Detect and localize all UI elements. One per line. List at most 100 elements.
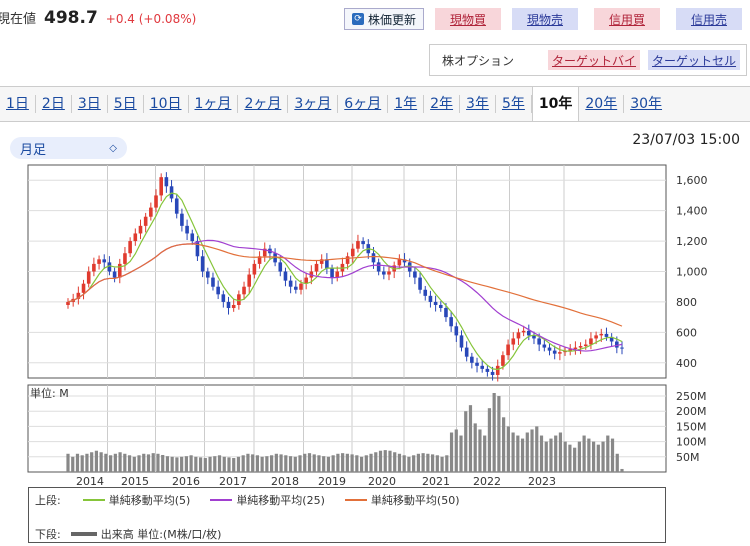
period-tab[interactable]: 5年 [496, 95, 532, 113]
volume-bar [402, 455, 406, 472]
interval-select[interactable]: 月足 ◇ [10, 137, 127, 159]
volume-bar [440, 456, 444, 472]
candle-body [356, 241, 360, 249]
candle-body [433, 301, 438, 305]
period-tab[interactable]: 2ヶ月 [238, 95, 289, 113]
candle-body [371, 253, 376, 263]
volume-bar [123, 453, 127, 472]
candle-body [423, 289, 428, 296]
candle-body [133, 233, 138, 242]
period-tab[interactable]: 1ヶ月 [189, 95, 239, 113]
candle-body [294, 286, 298, 290]
volume-bar [203, 458, 207, 472]
candle-body [97, 259, 101, 264]
candle-body [537, 338, 541, 345]
candle-body [402, 259, 407, 263]
candle-body [583, 344, 588, 347]
x-tick-label: 2020 [368, 475, 396, 486]
target-sell-button[interactable]: ターゲットセル [648, 50, 741, 70]
period-tab[interactable]: 3年 [460, 95, 496, 113]
volume-bar [255, 455, 260, 472]
period-tab[interactable]: 2年 [424, 95, 461, 113]
legend-ma25-label: 単純移動平均(25) [236, 494, 325, 507]
y-tick-label: 400 [676, 357, 697, 370]
volume-bar [170, 456, 174, 472]
volume-bar [71, 456, 75, 472]
volume-bar [606, 435, 610, 472]
volume-bar [549, 438, 553, 472]
margin-sell-button[interactable]: 信用売 [676, 8, 742, 30]
candle-body [200, 256, 205, 272]
period-tab[interactable]: 10年 [531, 87, 580, 121]
y-tick-label: 1,600 [676, 174, 708, 187]
current-price-label: 現在値 [0, 12, 37, 27]
legend-volume-label: 出来高 単位:(M株/口/枚) [100, 528, 222, 541]
volume-bar [587, 438, 591, 472]
y-tick-label: 1,200 [676, 235, 708, 248]
volume-bar [246, 453, 250, 472]
period-tab[interactable]: 10日 [144, 95, 189, 113]
candle-body [532, 335, 536, 339]
candle-body [361, 241, 365, 245]
volume-bar [118, 452, 122, 472]
candle-body [211, 277, 215, 287]
legend-ma25: 単純移動平均(25) [210, 492, 325, 508]
period-tab[interactable]: 1日 [0, 95, 36, 113]
volume-bar [85, 453, 89, 472]
period-tab[interactable]: 3日 [72, 95, 108, 113]
period-tab[interactable]: 3ヶ月 [288, 95, 339, 113]
volume-bar [336, 453, 340, 472]
volume-bar [591, 441, 596, 472]
period-tab[interactable]: 1年 [388, 95, 425, 113]
candle-body [174, 198, 179, 214]
target-buy-button[interactable]: ターゲットバイ [548, 50, 641, 70]
candle-body [319, 259, 324, 264]
interval-select-value: 月足 [20, 142, 47, 158]
candle-body [490, 371, 495, 375]
candle-body [159, 177, 163, 196]
period-tab[interactable]: 30年 [630, 96, 663, 112]
volume-bar [350, 454, 354, 472]
stock-options-label: 株オプション [442, 53, 515, 68]
volume-bar [80, 455, 84, 472]
volume-bar [421, 453, 425, 472]
volume-bar [435, 455, 439, 472]
period-tab[interactable]: 5日 [108, 95, 144, 113]
margin-buy-button[interactable]: 信用買 [594, 8, 660, 30]
volume-bar [251, 454, 255, 472]
candle-body [81, 283, 86, 293]
candle-body [387, 271, 391, 275]
volume-bar [459, 435, 463, 472]
volume-bar [473, 423, 477, 472]
candle-body [599, 333, 604, 336]
candle-body [604, 333, 609, 337]
candle-body [345, 256, 350, 264]
genbutsu-buy-button[interactable]: 現物買 [435, 8, 501, 30]
volume-bar [525, 432, 529, 472]
volume-bar [539, 435, 544, 472]
candle-body [112, 271, 117, 278]
volume-bar [364, 455, 368, 472]
y-tick-label: 1,000 [676, 266, 708, 279]
candle-body [573, 347, 578, 350]
volume-bar [520, 438, 525, 472]
volume-bar [104, 453, 108, 472]
ma5-line [67, 192, 623, 371]
y-tick-label: 800 [676, 296, 697, 309]
volume-bar [184, 456, 188, 472]
volume-bar [478, 429, 482, 472]
volume-tick-label: 200M [676, 405, 707, 418]
period-tab[interactable]: 6ヶ月 [338, 95, 389, 113]
candle-body [325, 259, 329, 269]
candle-body [350, 248, 355, 257]
volume-bar [94, 450, 99, 472]
chevron-updown-icon: ◇ [109, 142, 117, 154]
period-tab[interactable]: 2日 [36, 95, 72, 113]
volume-bar [511, 432, 515, 472]
legend-upper-label: 上段: [35, 494, 61, 507]
genbutsu-sell-button[interactable]: 現物売 [512, 8, 578, 30]
period-tab[interactable]: 20年 [579, 95, 625, 113]
refresh-price-button[interactable]: ⟳ 株価更新 [344, 8, 424, 30]
legend-volume-swatch [70, 532, 97, 536]
volume-bar [544, 441, 548, 472]
